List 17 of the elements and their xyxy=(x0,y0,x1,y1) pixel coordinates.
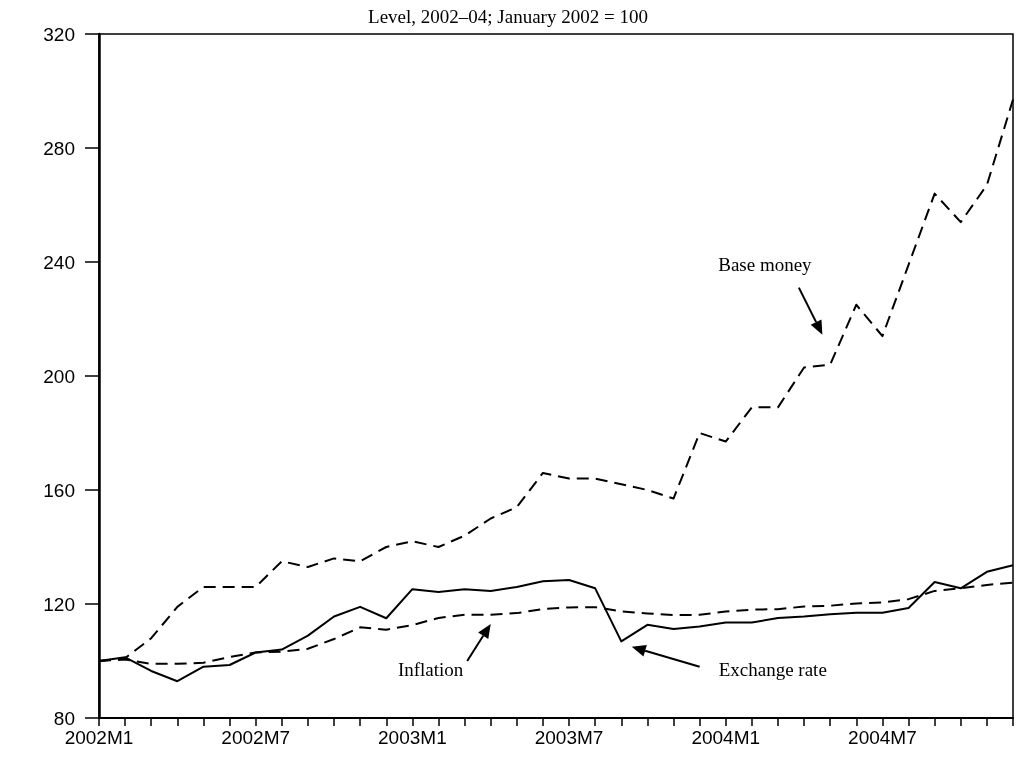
x-tick-label: 2003M1 xyxy=(378,727,447,748)
text: Base money xyxy=(718,254,813,276)
y-tick-label: 280 xyxy=(43,137,75,159)
legend-label: Exchange rate xyxy=(718,659,827,681)
y-tick-label: 120 xyxy=(43,593,75,615)
series-label: Inflation xyxy=(397,659,464,681)
x-tick-label: 2002M1 xyxy=(64,727,134,748)
y-tick-label: 240 xyxy=(43,251,75,273)
chart-title: Level, 2002–04; January 2002 = 100 xyxy=(368,6,648,27)
y-tick-label: 160 xyxy=(43,479,75,501)
x-tick-label: 2004M1 xyxy=(691,727,761,748)
y-tick-label: 320 xyxy=(43,23,75,45)
y-tick-label: 200 xyxy=(43,365,75,387)
x-tick-label: 2002M7 xyxy=(221,727,291,748)
x-tick-label: 2004M7 xyxy=(848,727,917,748)
x-tick-label: 2003M7 xyxy=(534,727,604,748)
y-tick-label: 80 xyxy=(53,707,75,729)
